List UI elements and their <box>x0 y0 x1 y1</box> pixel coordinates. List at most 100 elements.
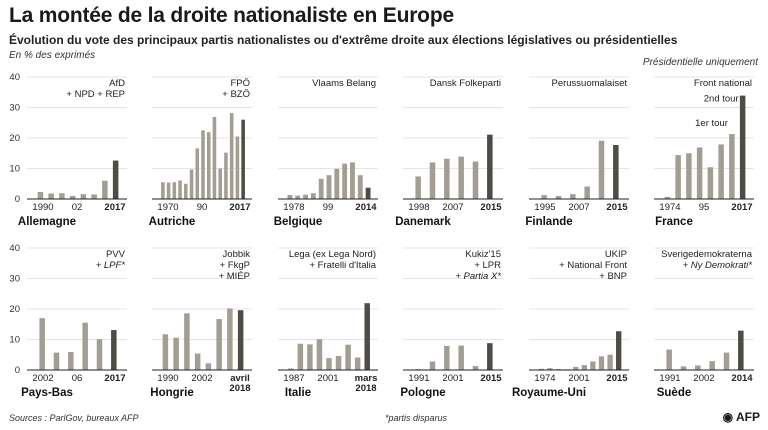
x-tick-label: 1978 <box>283 202 304 213</box>
party-label: + LPR <box>474 260 501 271</box>
y-tick-label: 10 <box>9 164 20 175</box>
bar <box>696 147 703 199</box>
party-label: + Ny Demokrati* <box>683 260 753 271</box>
x-tick-label: 1991 <box>659 373 680 384</box>
x-tick-label: 2001 <box>317 373 338 384</box>
bar <box>68 352 74 370</box>
bar <box>709 361 715 370</box>
party-label: Vlaams Belang <box>312 78 376 89</box>
x-tick-label: 2015 <box>606 202 628 213</box>
bar <box>472 366 479 371</box>
bar <box>444 158 450 199</box>
bar <box>173 337 179 370</box>
afp-logo-icon: ◉ <box>722 410 734 424</box>
y-axis-row-1: 0 10 20 30 40 <box>9 72 20 205</box>
bar <box>718 144 724 199</box>
x-tick-label: 1991 <box>408 373 429 384</box>
x-tick-label: 2015 <box>480 202 502 213</box>
annotation-label: 2nd tour <box>704 94 739 105</box>
country-label: Allemagne <box>18 216 76 228</box>
chart-panel-allemagne: AfD+ NPD + REP 1990 02 2017 Allemagne <box>18 76 127 228</box>
bar <box>201 130 205 200</box>
bar <box>598 356 605 370</box>
bar <box>357 175 363 199</box>
bar <box>184 313 190 370</box>
y-tick-label: 40 <box>9 72 20 83</box>
bar <box>224 152 228 199</box>
bar <box>297 343 304 370</box>
bar <box>547 368 553 370</box>
party-label: + MIÉP <box>219 271 250 282</box>
bar <box>48 193 54 199</box>
party-label: + LPF* <box>96 260 126 271</box>
bar <box>666 349 672 370</box>
bar <box>318 178 324 199</box>
x-tick-label: 1998 <box>408 202 429 213</box>
x-tick-label: 2002 <box>693 373 714 384</box>
bar <box>616 331 622 370</box>
chart-panel-royaume-uni: UKIP+ National Front+ BNP 1974 2001 2015 Roy… <box>512 247 629 399</box>
x-tick-label: 1987 <box>283 373 304 384</box>
bar <box>429 361 436 370</box>
x-tick-label: 2015 <box>480 373 502 384</box>
party-label: Dansk Folkeparti <box>430 78 501 89</box>
bar <box>212 116 217 199</box>
bar <box>161 182 165 199</box>
bar <box>162 334 169 370</box>
bar <box>102 180 108 199</box>
bar <box>229 112 234 199</box>
presidential-note: Présidentielle uniquement <box>642 57 758 68</box>
party-label: AfD <box>109 78 125 89</box>
bar <box>166 182 171 199</box>
bar <box>664 196 671 199</box>
bar <box>723 352 730 371</box>
bar <box>218 168 222 199</box>
bar <box>326 175 332 199</box>
x-tick-label: 1970 <box>157 202 178 213</box>
x-tick-label: mars 2018 <box>355 373 378 394</box>
x-tick-label: 2014 <box>731 373 753 384</box>
bar <box>216 319 222 370</box>
bar <box>429 162 436 199</box>
bar <box>287 195 293 199</box>
bar <box>581 365 587 370</box>
bar <box>53 352 60 371</box>
bar <box>195 148 200 199</box>
bar <box>307 344 313 370</box>
country-label: Finlande <box>525 216 572 228</box>
x-tick-label: 99 <box>323 202 334 213</box>
x-tick-label: 06 <box>72 373 83 384</box>
bar <box>303 194 308 199</box>
chart-panel-hongrie: Jobbik+ FkgP+ MIÉP 1990 2002 avril 2018 Hongr… <box>150 247 252 399</box>
country-label: Italie <box>285 387 311 399</box>
afp-logo: ◉ AFP <box>723 410 760 424</box>
x-tick-label: 2017 <box>104 373 125 384</box>
bar <box>675 155 681 199</box>
y-tick-label: 0 <box>15 365 20 376</box>
page-subtitle: Évolution du vote des principaux partis … <box>9 33 678 47</box>
bar <box>555 195 562 199</box>
x-tick-label: 2002 <box>191 373 212 384</box>
bar <box>189 169 194 199</box>
bar <box>235 136 240 199</box>
x-tick-label: 2002 <box>32 373 53 384</box>
bar <box>729 134 735 199</box>
party-label: + Partia X* <box>455 271 501 282</box>
bar <box>206 132 211 199</box>
chart-panel-belgique: Vlaams Belang 1978 99 2014 Belgique <box>274 76 378 228</box>
bar <box>354 357 361 370</box>
bar <box>172 182 177 199</box>
country-label: Danemark <box>395 216 451 228</box>
bar <box>472 161 479 200</box>
bar <box>345 344 351 371</box>
bar <box>584 186 590 199</box>
bar <box>541 195 547 199</box>
party-label: Jobbik <box>223 249 251 260</box>
chart-panel-autriche: FPÖ+ BZÖ 1970 90 2017 Autriche <box>149 76 252 228</box>
bar <box>184 183 188 199</box>
bar <box>237 310 244 370</box>
bar <box>487 343 493 370</box>
party-label: PVV <box>106 249 126 260</box>
bar <box>686 153 692 199</box>
